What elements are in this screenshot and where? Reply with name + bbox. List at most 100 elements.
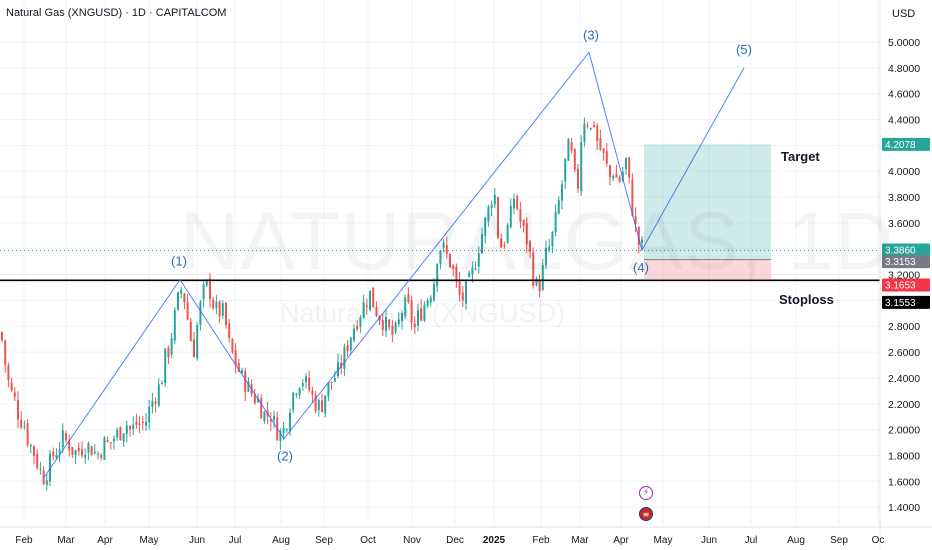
candle-body <box>90 446 93 456</box>
candle-body <box>81 449 83 456</box>
time-tick: 2025 <box>483 535 506 546</box>
candle-body <box>509 205 512 228</box>
wave-label: (3) <box>583 27 599 42</box>
candle-body <box>84 455 87 458</box>
candle-body <box>29 444 32 447</box>
candle-body <box>218 301 221 317</box>
candle-body <box>273 415 275 421</box>
wave-label: (5) <box>736 42 752 57</box>
time-tick: Feb <box>15 535 33 546</box>
time-tick: Oc <box>872 535 885 546</box>
candle-body <box>545 247 547 266</box>
candle-body <box>429 297 432 303</box>
price-tick: 2.6000 <box>888 347 920 359</box>
candle-body <box>23 426 26 428</box>
candle-body <box>87 443 90 453</box>
candle-body <box>593 124 595 127</box>
price-tick: 3.8000 <box>888 192 920 204</box>
candle-body <box>471 267 474 275</box>
candle-body <box>433 284 435 301</box>
badge-value: 3.1553 <box>885 298 916 309</box>
price-badge-target: 4.2078 <box>882 137 930 151</box>
candle-body <box>391 325 394 335</box>
candle-body <box>282 428 285 434</box>
candle-body <box>247 381 250 392</box>
candle-body <box>641 239 643 243</box>
candle-body <box>13 392 16 397</box>
candle-body <box>109 442 112 444</box>
candle-body <box>45 480 48 485</box>
us-flag-icon[interactable]: ≡ <box>639 507 653 521</box>
candle-body <box>637 226 640 245</box>
candle-body <box>305 376 307 382</box>
candle-body <box>439 250 442 264</box>
candle-body <box>1 332 3 341</box>
candle-body <box>541 265 544 290</box>
lightning-event-icon[interactable]: ⚡ <box>639 486 653 500</box>
candle-body <box>228 323 231 339</box>
candle-body <box>564 158 567 182</box>
time-tick: Jul <box>745 535 758 546</box>
candle-body <box>449 253 451 267</box>
grid-lines <box>0 0 880 525</box>
candle-body <box>420 308 423 321</box>
candle-body <box>497 197 499 238</box>
watermark-symbol: NATURALGAS, 1D <box>180 195 894 289</box>
candle-body <box>10 382 13 391</box>
candle-body <box>74 450 77 456</box>
price-tick: 1.4000 <box>888 502 920 514</box>
candle-body <box>465 280 467 304</box>
time-tick: Apr <box>613 535 629 546</box>
candle-body <box>458 280 461 295</box>
candle-body <box>52 451 55 457</box>
candle-body <box>61 430 64 448</box>
time-tick: Sep <box>830 535 848 546</box>
currency-label[interactable]: USD <box>892 8 916 20</box>
candle-body <box>410 300 413 323</box>
candle-body <box>394 322 397 333</box>
price-axis-bg <box>880 0 932 550</box>
candle-body <box>285 429 288 431</box>
candle-body <box>401 313 403 322</box>
stop-zone <box>644 259 771 280</box>
candle-body <box>353 328 355 341</box>
candle-body <box>551 231 554 247</box>
candle-body <box>148 406 151 423</box>
candle-body <box>631 179 634 216</box>
candle-body <box>308 377 311 391</box>
watermark-name: Natural Gas (XNGUSD) <box>280 298 566 328</box>
price-tick: 2.2000 <box>888 399 920 411</box>
price-tick: 4.4000 <box>888 115 920 127</box>
candle-body <box>311 390 314 395</box>
candle-body <box>314 394 317 412</box>
candle-body <box>330 381 333 383</box>
candle-body <box>423 304 426 321</box>
candle-body <box>298 388 301 396</box>
candle-body <box>170 338 173 355</box>
candle-body <box>119 427 122 441</box>
time-tick: Nov <box>403 535 421 546</box>
candle-body <box>554 211 557 233</box>
candle-body <box>253 394 256 404</box>
candle-body <box>324 395 327 414</box>
candle-body <box>381 320 384 330</box>
price-tick: 2.0000 <box>888 425 920 437</box>
candle-body <box>317 400 320 411</box>
candle-body <box>292 392 295 411</box>
candle-body <box>612 176 615 179</box>
candle-body <box>388 320 391 328</box>
price-tick: 5.0000 <box>888 37 920 49</box>
candle-body <box>295 394 298 396</box>
candle-body <box>193 339 195 358</box>
candle-body <box>129 426 131 429</box>
time-tick: Apr <box>97 535 113 546</box>
time-tick: Jun <box>701 535 717 546</box>
candle-body <box>369 290 371 310</box>
candle-body <box>202 284 205 299</box>
candle-body <box>503 244 506 246</box>
candle-body <box>234 349 237 366</box>
candle-body <box>525 223 528 245</box>
candle-body <box>599 138 602 150</box>
candle-body <box>177 292 179 310</box>
